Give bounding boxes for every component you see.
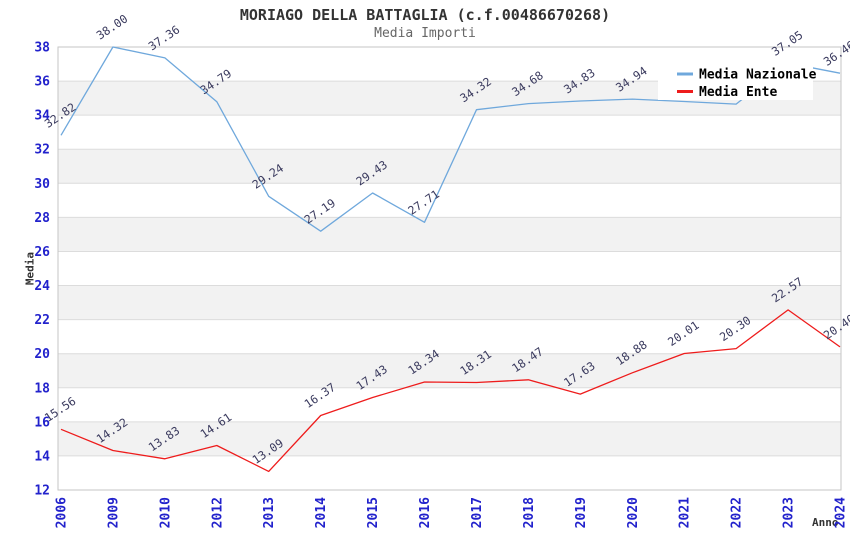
chart-subtitle: Media Importi xyxy=(374,26,476,41)
grid-band xyxy=(58,149,841,184)
x-tick-label: 2023 xyxy=(782,497,797,528)
point-label: 37.36 xyxy=(146,22,183,53)
x-tick-label: 2012 xyxy=(210,497,225,528)
y-tick-label: 36 xyxy=(34,75,50,90)
point-label: 20.01 xyxy=(665,318,702,349)
y-tick-label: 18 xyxy=(34,381,50,396)
chart-title: MORIAGO DELLA BATTAGLIA (c.f.00486670268… xyxy=(239,6,611,24)
x-tick-label: 2017 xyxy=(470,497,485,528)
x-tick-label: 2020 xyxy=(626,497,641,528)
y-tick-label: 26 xyxy=(34,245,50,260)
grid-band xyxy=(58,421,841,456)
point-label: 38.00 xyxy=(94,11,131,42)
point-label: 36.46 xyxy=(821,38,850,69)
point-label: 27.71 xyxy=(405,187,442,218)
y-tick-label: 14 xyxy=(34,449,50,464)
grid-band xyxy=(58,217,841,252)
x-tick-label: 2013 xyxy=(262,497,277,528)
y-tick-label: 28 xyxy=(34,211,50,226)
legend-item-media-ente[interactable]: Media Ente xyxy=(699,85,777,100)
x-tick-label: 2024 xyxy=(834,497,849,528)
y-tick-label: 20 xyxy=(34,347,50,362)
grid-band xyxy=(58,285,841,320)
y-tick-label: 38 xyxy=(34,41,50,56)
x-tick-label: 2022 xyxy=(730,497,745,528)
x-axis-label: Anno xyxy=(812,516,839,529)
x-tick-label: 2014 xyxy=(314,497,329,528)
x-tick-label: 2019 xyxy=(574,497,589,528)
x-tick-label: 2018 xyxy=(522,497,537,528)
y-tick-label: 32 xyxy=(34,143,50,158)
x-tick-label: 2010 xyxy=(158,497,173,528)
y-tick-label: 24 xyxy=(34,279,50,294)
x-tick-label: 2016 xyxy=(418,497,433,528)
x-tick-label: 2009 xyxy=(106,497,121,528)
y-tick-label: 12 xyxy=(34,484,50,499)
x-tick-label: 2015 xyxy=(366,497,381,528)
y-tick-label: 34 xyxy=(34,109,50,124)
legend-item-media-nazionale[interactable]: Media Nazionale xyxy=(699,68,817,83)
y-tick-label: 16 xyxy=(34,415,50,430)
x-tick-label: 2021 xyxy=(678,497,693,528)
plot-border xyxy=(57,46,842,491)
series-line-media-ente xyxy=(60,309,841,473)
series-line-media-nazionale xyxy=(60,46,841,232)
y-tick-label: 30 xyxy=(34,177,50,192)
x-tick-label: 2006 xyxy=(55,497,70,528)
y-tick-label: 22 xyxy=(34,313,50,328)
